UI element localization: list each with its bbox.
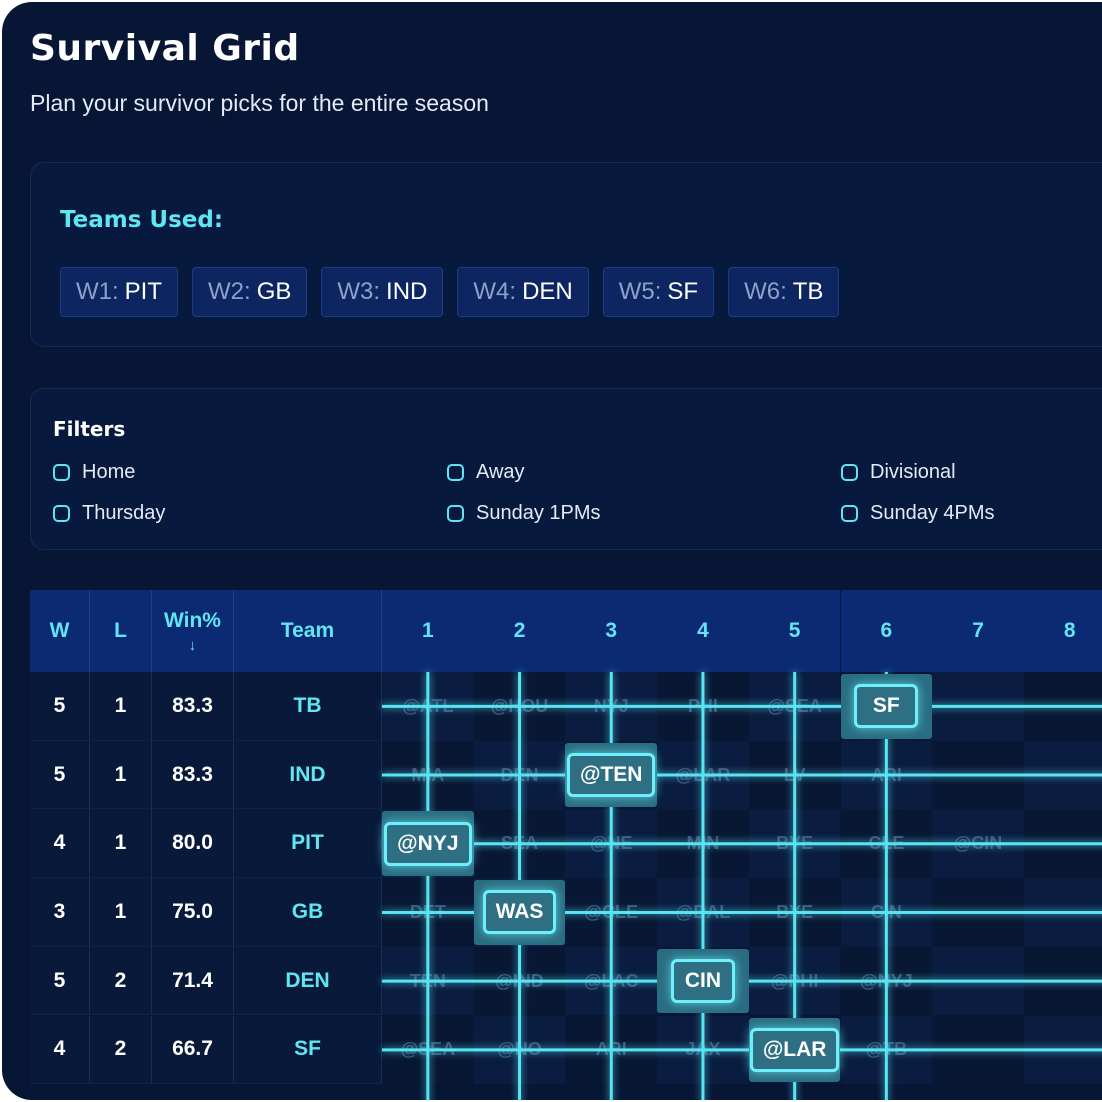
selected-pick-label: CIN bbox=[670, 959, 735, 1004]
column-header-week-7[interactable]: 7 bbox=[932, 590, 1024, 672]
selected-pick-label: WAS bbox=[482, 890, 557, 935]
selected-pick-label: @LAR bbox=[749, 1027, 840, 1072]
column-header-week-8[interactable]: 8 bbox=[1023, 590, 1102, 672]
filter-sunday-4pm[interactable]: Sunday 4PMs bbox=[841, 502, 995, 525]
chip-team: IND bbox=[386, 278, 428, 305]
filter-label: Sunday 1PMs bbox=[476, 502, 601, 524]
row-w: 3 bbox=[30, 878, 90, 947]
checkbox[interactable] bbox=[841, 464, 858, 481]
filter-label: Away bbox=[476, 461, 525, 483]
teams-used-chips: W1: PIT W2: GB W3: IND W4: DEN W5: SF W6: TB bbox=[60, 267, 840, 317]
column-header-week-1[interactable]: 1 bbox=[382, 590, 474, 672]
filter-home[interactable]: Home bbox=[53, 461, 135, 484]
used-chip-w5[interactable]: W5: SF bbox=[602, 267, 715, 317]
selected-pick-label: @TEN bbox=[566, 753, 656, 798]
chip-team: DEN bbox=[522, 278, 573, 305]
selected-pick[interactable]: @NYJ bbox=[382, 811, 474, 877]
selected-pick[interactable]: SF bbox=[840, 674, 933, 739]
used-chip-w2[interactable]: W2: GB bbox=[192, 267, 308, 317]
column-header-win[interactable]: Win% ↓ bbox=[152, 590, 234, 672]
row-w: 5 bbox=[30, 946, 90, 1016]
chip-team: TB bbox=[792, 278, 824, 305]
filter-away[interactable]: Away bbox=[447, 461, 525, 484]
page-subtitle: Plan your survivor picks for the entire … bbox=[30, 90, 489, 116]
chip-week: W2: bbox=[208, 278, 251, 305]
row-l: 1 bbox=[90, 809, 152, 879]
column-header-w[interactable]: W bbox=[30, 590, 90, 672]
column-header-l[interactable]: L bbox=[90, 590, 152, 672]
selected-pick[interactable]: @TEN bbox=[565, 742, 658, 808]
checkbox[interactable] bbox=[53, 505, 70, 522]
column-header-week-2[interactable]: 2 bbox=[473, 590, 566, 672]
filter-divisional[interactable]: Divisional bbox=[841, 461, 956, 484]
filter-label: Sunday 4PMs bbox=[870, 502, 995, 524]
row-team[interactable]: IND bbox=[234, 740, 382, 810]
selected-pick[interactable]: WAS bbox=[473, 880, 566, 945]
column-header-week-6[interactable]: 6 bbox=[840, 590, 933, 672]
sort-arrow-down-icon: ↓ bbox=[188, 636, 197, 654]
row-win: 66.7 bbox=[152, 1015, 234, 1085]
row-l: 1 bbox=[90, 740, 152, 810]
row-win: 83.3 bbox=[152, 740, 234, 810]
row-l: 2 bbox=[90, 1015, 152, 1085]
chip-week: W6: bbox=[744, 278, 787, 305]
row-team[interactable]: SF bbox=[234, 1015, 382, 1085]
used-chip-w1[interactable]: W1: PIT bbox=[60, 267, 179, 317]
chip-week: W1: bbox=[76, 278, 119, 305]
filter-thursday[interactable]: Thursday bbox=[53, 502, 165, 525]
chip-team: GB bbox=[256, 278, 292, 305]
filter-sunday-1pm[interactable]: Sunday 1PMs bbox=[447, 502, 601, 525]
selected-pick[interactable]: @LAR bbox=[748, 1017, 841, 1083]
filter-label: Thursday bbox=[82, 502, 166, 524]
row-win: 83.3 bbox=[152, 672, 234, 741]
filters-label: Filters bbox=[53, 417, 126, 441]
chip-week: W3: bbox=[337, 278, 381, 305]
column-header-week-5[interactable]: 5 bbox=[748, 590, 841, 672]
row-w: 5 bbox=[30, 672, 90, 741]
selected-pick-label: @NYJ bbox=[384, 821, 472, 866]
row-w: 5 bbox=[30, 740, 90, 810]
checkbox[interactable] bbox=[841, 505, 858, 522]
row-team[interactable]: TB bbox=[234, 672, 382, 741]
row-win: 71.4 bbox=[152, 946, 234, 1016]
row-team[interactable]: DEN bbox=[234, 946, 382, 1016]
checkbox[interactable] bbox=[447, 505, 464, 522]
row-l: 1 bbox=[90, 672, 152, 741]
filter-label: Divisional bbox=[870, 461, 956, 483]
chip-team: SF bbox=[667, 278, 699, 305]
used-chip-w3[interactable]: W3: IND bbox=[321, 267, 444, 317]
chip-week: W5: bbox=[618, 278, 662, 305]
checkbox[interactable] bbox=[447, 464, 464, 481]
selected-pick[interactable]: CIN bbox=[657, 948, 749, 1014]
survival-grid-table: WLWin%↓Team123456785183.3TB@ATL@HOUNYJPH… bbox=[30, 590, 1102, 1100]
chip-week: W4: bbox=[473, 278, 517, 305]
grid-glow-lines bbox=[382, 672, 1102, 1100]
column-header-week-4[interactable]: 4 bbox=[657, 590, 749, 672]
win-pct-label: Win% bbox=[164, 608, 221, 632]
page-title: Survival Grid bbox=[30, 28, 300, 69]
teams-used-label: Teams Used: bbox=[60, 207, 224, 233]
row-team[interactable]: PIT bbox=[234, 809, 382, 879]
row-win: 80.0 bbox=[152, 809, 234, 879]
used-chip-w6[interactable]: W6: TB bbox=[728, 267, 840, 317]
chip-team: PIT bbox=[124, 278, 163, 305]
used-chip-w4[interactable]: W4: DEN bbox=[457, 267, 589, 317]
row-l: 2 bbox=[90, 946, 152, 1016]
row-l: 1 bbox=[90, 878, 152, 947]
selected-pick-label: SF bbox=[854, 684, 919, 729]
filters-card: Filters Home Away Divisional Thursday Su… bbox=[30, 388, 1102, 550]
teams-used-card: Teams Used: W1: PIT W2: GB W3: IND W4: DEN W… bbox=[30, 162, 1102, 347]
checkbox[interactable] bbox=[53, 464, 70, 481]
row-w: 4 bbox=[30, 1015, 90, 1085]
row-team[interactable]: GB bbox=[234, 878, 382, 947]
row-win: 75.0 bbox=[152, 878, 234, 947]
column-header-week-3[interactable]: 3 bbox=[565, 590, 658, 672]
column-header-team[interactable]: Team bbox=[234, 590, 382, 672]
filter-label: Home bbox=[82, 461, 136, 483]
row-w: 4 bbox=[30, 809, 90, 879]
